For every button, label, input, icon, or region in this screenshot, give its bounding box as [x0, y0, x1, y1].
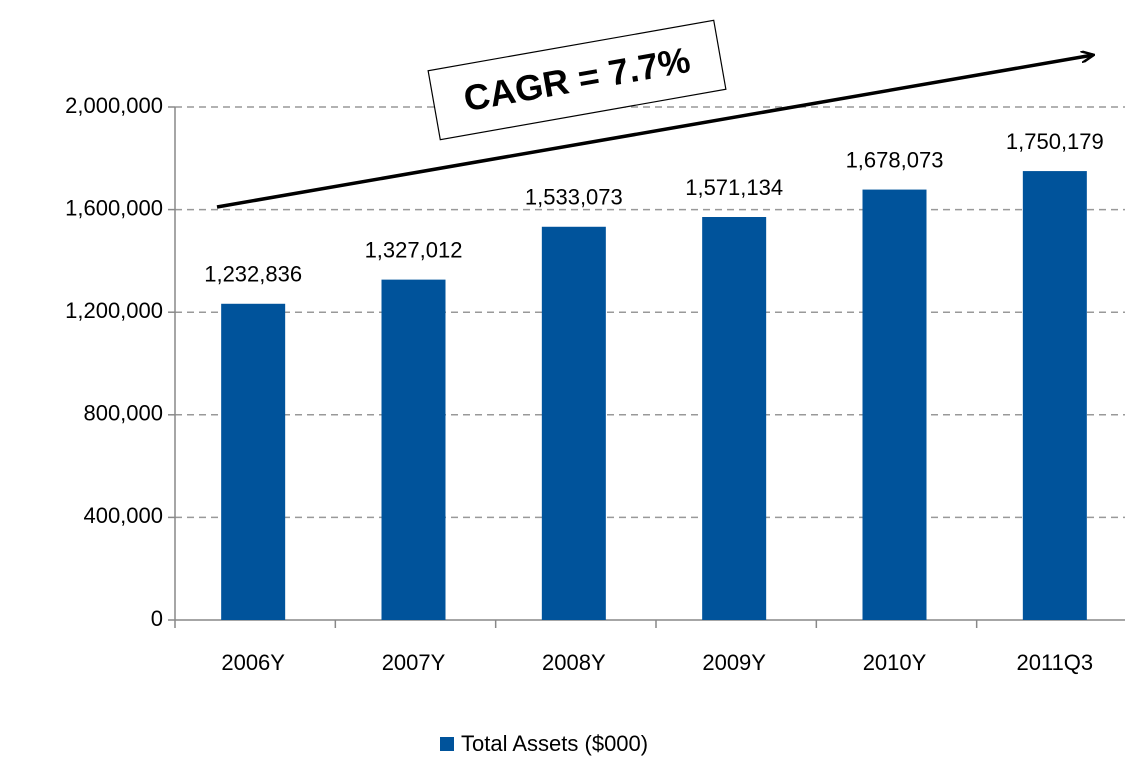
y-tick-label: 1,200,000 [65, 298, 163, 323]
x-tick-label: 2008Y [542, 650, 606, 675]
bar [541, 226, 606, 620]
y-tick-label: 800,000 [83, 401, 163, 426]
y-tick-label: 2,000,000 [65, 93, 163, 118]
data-label: 1,327,012 [365, 237, 463, 262]
y-tick-label: 400,000 [83, 503, 163, 528]
data-label: 1,678,073 [846, 147, 944, 172]
data-label: 1,533,073 [525, 185, 623, 210]
y-tick-label: 0 [151, 606, 163, 631]
x-tick-label: 2010Y [863, 650, 927, 675]
annotation-frame [427, 19, 727, 141]
x-tick-label: 2006Y [221, 650, 285, 675]
legend-label: Total Assets ($000) [461, 731, 648, 756]
data-label: 1,232,836 [204, 262, 302, 287]
plot-area: 0 400,000 800,000 1,200,000 1,600,000 2,000,0… [65, 93, 1125, 675]
data-label: 1,571,134 [685, 175, 783, 200]
trend-arrow [216, 55, 1093, 209]
bar [221, 303, 286, 620]
legend-swatch [440, 737, 454, 751]
data-label: 1,750,179 [1006, 129, 1104, 154]
bar [381, 279, 446, 620]
x-tick-label: 2011Q3 [1017, 650, 1094, 675]
x-tick-label: 2007Y [382, 650, 446, 675]
annotation-box: CAGR = 7.7% [427, 19, 727, 141]
y-tick-label: 1,600,000 [65, 195, 163, 220]
bar [862, 189, 927, 620]
bar [702, 217, 767, 620]
bar [1022, 171, 1087, 620]
x-tick-label: 2009Y [702, 650, 766, 675]
